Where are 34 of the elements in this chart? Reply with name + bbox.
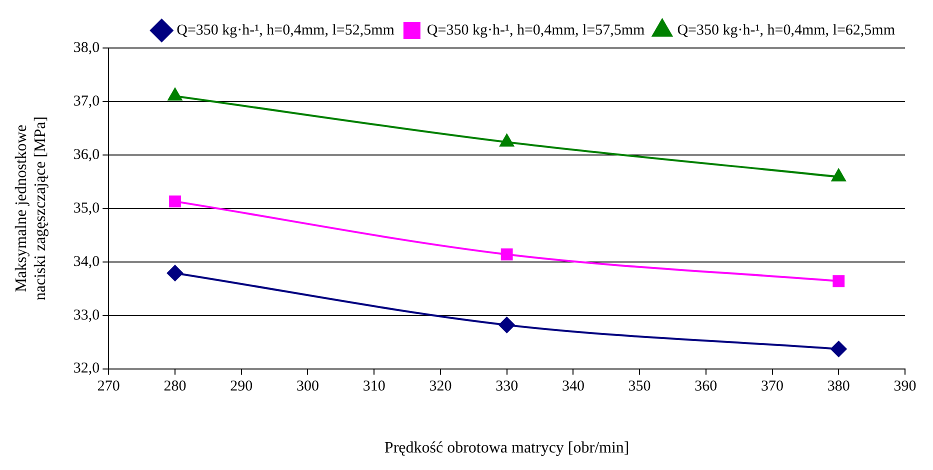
point [500, 248, 513, 260]
x-tick-label: 300 [296, 378, 319, 395]
point [498, 316, 515, 333]
point [832, 168, 846, 182]
x-tick-label: 370 [761, 378, 784, 395]
y-tick-label: 38,0 [73, 40, 100, 56]
x-tick-label: 290 [230, 378, 253, 395]
legend-label: Q=350 kg·h-¹, h=0,4mm, l=52,5mm [176, 22, 395, 38]
x-tick-label: 390 [894, 378, 916, 395]
y-axis-title: Maksymalne jednostkowe naciski zagęszczające [MPa] [12, 116, 50, 300]
y-tick-label: 36,0 [73, 146, 100, 163]
x-tick-label: 330 [496, 378, 518, 395]
y-tick-label: 35,0 [73, 200, 100, 216]
legend-label: Q=350 kg·h-¹, h=0,4mm, l=57,5mm [426, 22, 646, 38]
x-axis-title: Prędkość obrotowa matrycy [obr/min] [384, 440, 630, 457]
x-tick-label: 360 [694, 378, 718, 395]
point [167, 265, 184, 282]
point [830, 341, 847, 358]
point [500, 134, 514, 147]
x-tick-label: 340 [562, 378, 584, 395]
x-tick-label: 270 [97, 378, 120, 395]
point [169, 196, 181, 208]
y-tick-label: 37,0 [73, 93, 100, 110]
y-tick-label: 32,0 [73, 360, 100, 377]
x-tick-label: 380 [827, 378, 850, 395]
legend-label: Q=350 kg·h-¹, h=0,4mm, l=62,5mm [677, 22, 896, 38]
x-tick-label: 310 [362, 378, 386, 395]
y-tick-label: 33,0 [73, 307, 100, 324]
y-tick-label: 34,0 [73, 254, 100, 270]
point [832, 275, 845, 288]
x-tick-label: 350 [628, 378, 651, 395]
x-tick-label: 320 [429, 378, 452, 395]
x-tick-label: 280 [164, 378, 186, 395]
point [168, 88, 182, 101]
